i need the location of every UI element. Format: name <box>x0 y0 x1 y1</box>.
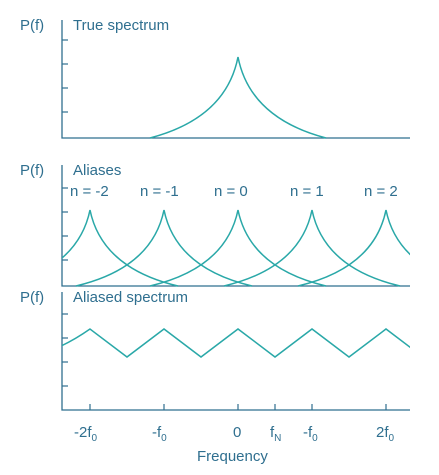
alias-curve-n-minus-2 <box>62 209 179 287</box>
panel-aliased-spectrum: P(f) Aliased spectrum <box>20 289 410 411</box>
panel-2-yticks <box>62 187 68 261</box>
aliased-spectrum-curve <box>62 328 410 358</box>
alias-label-n-1: n = 1 <box>290 183 324 200</box>
panel-1-title: True spectrum <box>73 17 169 34</box>
alias-curve-n-minus-1 <box>75 209 253 287</box>
alias-curve-n-1 <box>223 209 401 287</box>
panel-1-axes <box>61 20 410 139</box>
panel-2-axes <box>61 165 410 287</box>
alias-label-n-2: n = 2 <box>364 183 398 200</box>
panel-1-yticks <box>62 39 68 113</box>
panel-1-ylabel: P(f) <box>20 17 44 34</box>
panel-3-axes <box>61 292 410 411</box>
panel-3-yticks <box>62 313 68 387</box>
panel-3-ylabel: P(f) <box>20 289 44 306</box>
x-tick-label-minus-2f0: -2f0 <box>74 424 98 444</box>
x-tick-label-minus-f0-right: -f0 <box>303 424 318 444</box>
x-tick-label-fN: fN <box>270 424 281 444</box>
alias-curve-n-0 <box>149 209 327 287</box>
x-tick-label-2f0: 2f0 <box>376 424 395 444</box>
panel-true-spectrum: P(f) True spectrum <box>20 17 410 139</box>
panel-2-title: Aliases <box>73 162 121 179</box>
alias-curve-n-2 <box>297 209 410 287</box>
panel-aliases: P(f) Aliases n = -2 n = -1 n = 0 n = 1 n… <box>20 162 410 287</box>
panel-2-ylabel: P(f) <box>20 162 44 179</box>
x-axis-label: Frequency <box>197 448 268 465</box>
alias-label-n-0: n = 0 <box>214 183 248 200</box>
true-spectrum-curve <box>149 56 327 139</box>
x-tick-labels: -2f0 -f0 0 fN -f0 2f0 <box>74 424 395 444</box>
alias-label-n-minus-2: n = -2 <box>70 183 109 200</box>
x-tick-label-zero: 0 <box>233 424 241 441</box>
alias-label-n-minus-1: n = -1 <box>140 183 179 200</box>
x-ticks <box>89 404 387 410</box>
alias-curves <box>62 209 410 287</box>
panel-3-title: Aliased spectrum <box>73 289 188 306</box>
x-tick-label-minus-f0: -f0 <box>152 424 167 444</box>
